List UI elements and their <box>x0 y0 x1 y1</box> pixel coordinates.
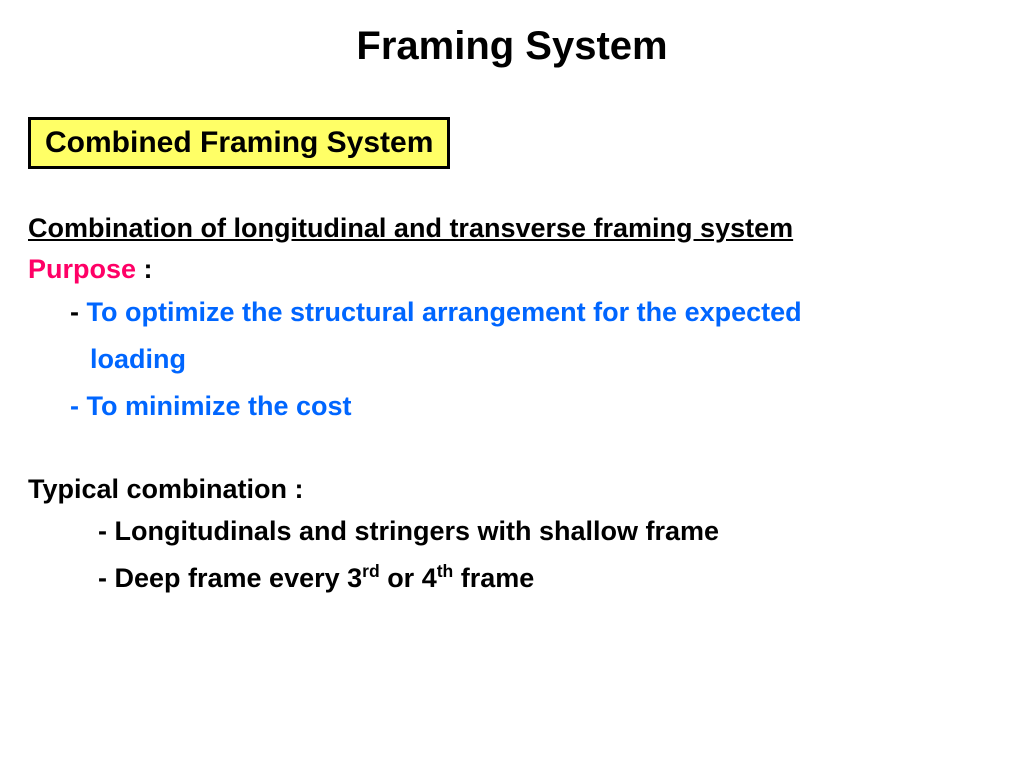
t2-part-b: or 4 <box>380 563 437 593</box>
typical-heading: Typical combination : <box>28 474 1024 505</box>
typical-bullet-2: - Deep frame every 3rd or 4th frame <box>98 559 1024 598</box>
content-area: Combination of longitudinal and transver… <box>28 213 1024 598</box>
purpose-bullet-1: - To optimize the structural arrangement… <box>70 293 1024 332</box>
t2-part-c: frame <box>453 563 534 593</box>
slide-title: Framing System <box>0 0 1024 69</box>
purpose-colon: : <box>136 254 153 284</box>
purpose-bullet-1-cont: loading <box>90 340 1024 379</box>
purpose-label: Purpose <box>28 254 136 284</box>
bullet-dash: - <box>70 297 87 327</box>
subtitle-box: Combined Framing System <box>28 117 450 169</box>
purpose-bullet-2: - To minimize the cost <box>70 387 1024 426</box>
t2-sup2: th <box>437 561 454 581</box>
typical-bullet-1: - Longitudinals and stringers with shall… <box>98 513 1024 551</box>
bullet-text: loading <box>90 344 186 374</box>
bullet-text: - To minimize the cost <box>70 391 352 421</box>
bullet-text: To optimize the structural arrangement f… <box>87 297 802 327</box>
t2-sup1: rd <box>362 561 380 581</box>
purpose-line: Purpose : <box>28 254 1024 285</box>
underlined-heading: Combination of longitudinal and transver… <box>28 213 1024 244</box>
t2-part-a: - Deep frame every 3 <box>98 563 362 593</box>
